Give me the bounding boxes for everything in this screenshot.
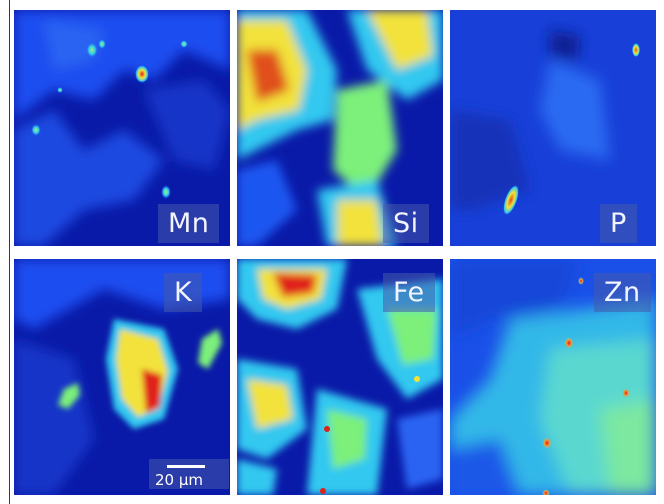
mn-element-map <box>14 10 230 246</box>
scale-bar-label: 20 μm <box>155 471 204 489</box>
map-panel-p: P <box>450 10 656 246</box>
scale-bar-line <box>167 465 205 468</box>
map-panel-si: Si <box>237 10 443 246</box>
map-panel-k: K <box>14 259 230 495</box>
map-panel-fe: Fe <box>237 259 443 495</box>
element-label-p: P <box>600 204 637 243</box>
element-label-mn: Mn <box>158 204 220 243</box>
mn-hotspot <box>135 65 149 83</box>
left-border-rule <box>9 0 10 504</box>
scale-bar: 20 μm <box>149 459 229 489</box>
map-panel-zn: Zn <box>450 259 656 495</box>
element-label-si: Si <box>383 204 429 243</box>
element-label-k: K <box>164 273 203 312</box>
map-panel-mn: Mn <box>14 10 230 246</box>
zn-hotspot <box>564 337 574 349</box>
element-label-zn: Zn <box>594 273 651 312</box>
p-hotspot <box>503 184 519 216</box>
zn-element-map <box>450 259 656 495</box>
element-label-fe: Fe <box>383 273 435 312</box>
k-element-map <box>14 259 230 495</box>
